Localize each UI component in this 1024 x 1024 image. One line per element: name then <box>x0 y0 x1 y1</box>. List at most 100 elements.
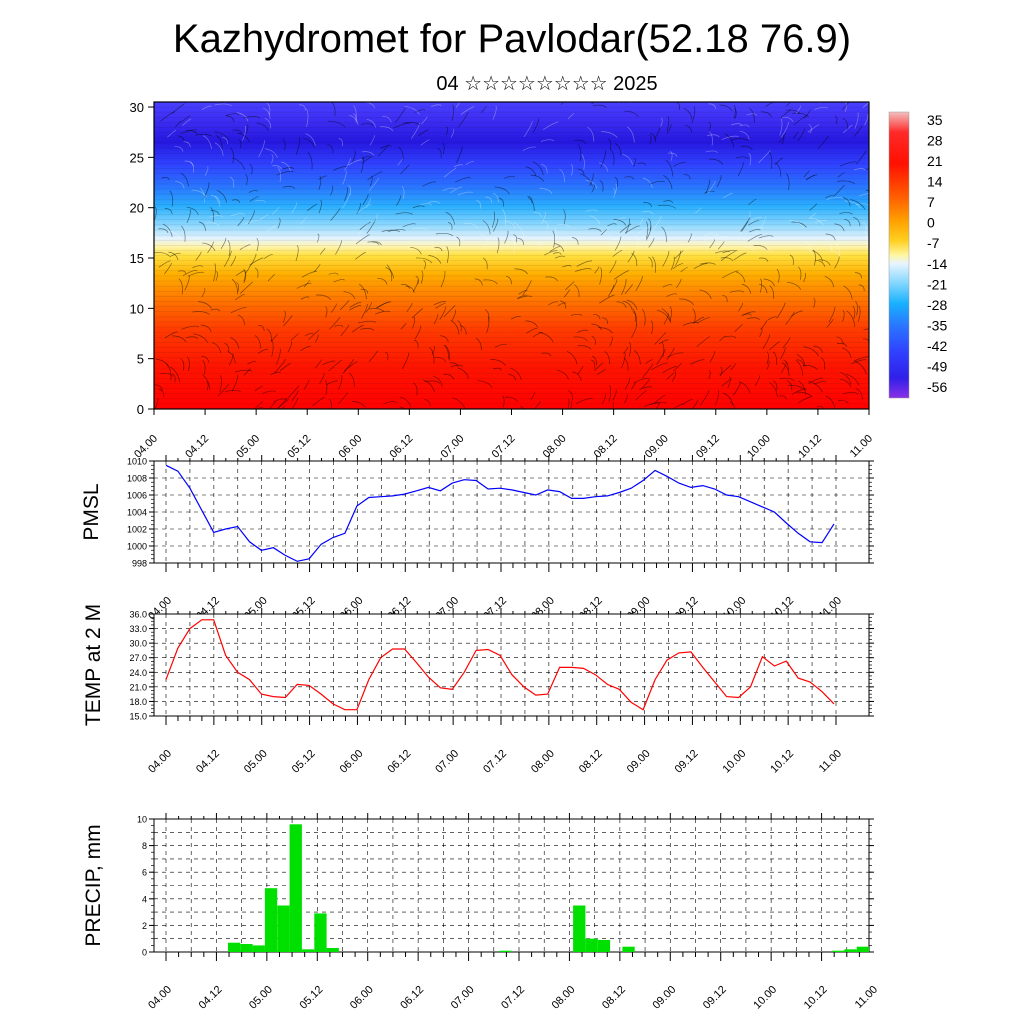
streamline <box>422 379 435 393</box>
streamline <box>570 401 573 409</box>
heatmap-y-tick-label: 15 <box>130 251 144 266</box>
streamline <box>439 306 447 320</box>
streamline <box>845 373 860 386</box>
streamline <box>624 176 635 180</box>
streamline <box>772 351 777 365</box>
streamline <box>818 259 831 266</box>
streamline <box>429 246 436 258</box>
precip-bar <box>314 913 327 952</box>
streamline <box>652 256 656 273</box>
precip-bar <box>240 944 253 952</box>
streamline <box>575 397 593 405</box>
streamline <box>619 223 632 233</box>
precip-x-tick-label: 06.00 <box>348 984 376 1012</box>
streamline <box>412 227 428 231</box>
streamline <box>232 129 242 134</box>
streamline <box>248 190 258 193</box>
streamline <box>857 305 861 322</box>
streamline <box>719 104 733 112</box>
streamline <box>805 174 816 181</box>
streamline <box>214 103 233 107</box>
streamline <box>175 181 185 189</box>
streamline <box>844 200 861 209</box>
streamline <box>735 156 749 160</box>
streamline <box>721 378 732 387</box>
chart-title: Kazhydromet for Pavlodar(52.18 76.9) <box>172 17 852 61</box>
streamline <box>517 237 524 245</box>
precip-y-tick-label: 10 <box>137 815 147 825</box>
streamline <box>206 381 209 391</box>
heatmap-field <box>154 102 869 409</box>
streamline <box>282 186 296 189</box>
streamline <box>254 385 264 392</box>
streamline <box>585 179 598 189</box>
streamline <box>282 310 286 323</box>
streamline <box>272 165 282 170</box>
precip-bar <box>597 940 611 952</box>
streamline <box>434 356 447 363</box>
streamline <box>512 238 515 254</box>
streamline <box>653 394 666 404</box>
streamline <box>864 231 868 248</box>
streamline <box>174 146 184 152</box>
precip-bar <box>228 942 241 952</box>
streamline <box>171 335 187 343</box>
streamline <box>557 224 571 228</box>
streamline <box>201 105 212 111</box>
streamline <box>691 106 696 124</box>
streamline <box>305 133 316 146</box>
streamline <box>361 155 371 160</box>
streamline <box>457 320 462 332</box>
streamline <box>272 206 280 215</box>
streamline <box>818 102 821 104</box>
streamline <box>440 271 446 288</box>
heatmap-y-tick-label: 0 <box>137 402 144 417</box>
streamline <box>652 215 662 232</box>
streamline <box>639 386 653 390</box>
streamline <box>708 103 716 110</box>
streamline <box>482 220 491 235</box>
colorbar-label: -42 <box>927 338 947 354</box>
streamline <box>797 359 805 367</box>
streamline <box>633 350 641 365</box>
streamline <box>264 117 272 129</box>
heatmap-x-tick-label: 09.00 <box>643 433 671 461</box>
streamline <box>299 104 306 111</box>
temp-y-tick-label: 27.0 <box>129 653 147 663</box>
streamline <box>268 401 276 409</box>
streamline <box>203 182 210 199</box>
streamline <box>760 248 773 252</box>
streamline <box>591 102 596 105</box>
streamline <box>328 398 332 409</box>
streamline <box>358 283 367 300</box>
streamline <box>449 362 459 368</box>
streamline <box>410 246 422 255</box>
streamline <box>253 401 264 409</box>
streamline <box>429 346 435 364</box>
streamline <box>361 155 374 164</box>
temp-x-tick-label: 06.12 <box>385 748 413 776</box>
streamline <box>750 217 763 222</box>
streamline <box>303 379 310 390</box>
streamline <box>412 205 425 209</box>
streamline <box>783 359 789 371</box>
streamline <box>631 252 638 267</box>
streamline <box>374 213 378 222</box>
streamline <box>245 124 249 134</box>
streamline <box>417 129 429 137</box>
streamline <box>381 229 400 233</box>
streamline <box>180 129 197 135</box>
streamline <box>643 201 652 208</box>
streamline <box>209 215 224 218</box>
precip-y-tick-label: 0 <box>142 948 147 958</box>
streamline <box>567 390 573 401</box>
streamline <box>709 351 715 363</box>
streamline <box>334 324 344 328</box>
pmsl-y-tick-label: 1006 <box>127 491 147 501</box>
streamline <box>674 250 684 260</box>
streamline <box>786 173 790 191</box>
streamline <box>527 196 533 204</box>
streamline <box>868 201 869 203</box>
streamline <box>803 346 819 357</box>
streamline <box>813 249 816 266</box>
